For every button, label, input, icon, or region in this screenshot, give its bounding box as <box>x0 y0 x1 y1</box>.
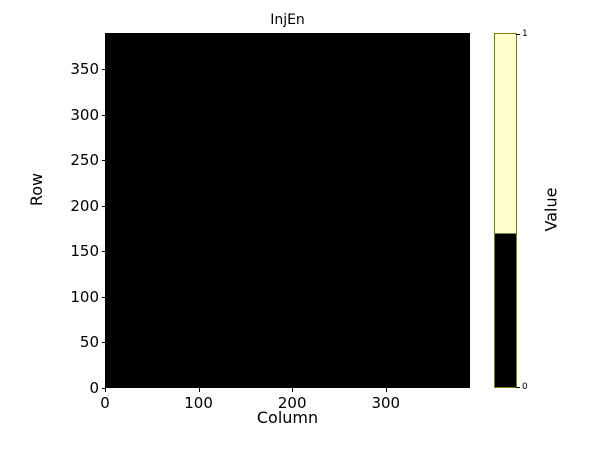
y-tick-mark <box>101 296 105 298</box>
colorbar-label: Value <box>541 187 561 232</box>
x-tick-mark <box>198 388 200 392</box>
axis-spine-bottom <box>105 387 470 388</box>
y-tick-mark <box>101 114 105 116</box>
x-tick-label: 0 <box>100 394 110 412</box>
y-tick-label: 250 <box>70 151 99 170</box>
y-tick-label: 0 <box>89 379 99 397</box>
y-tick-mark <box>101 342 105 344</box>
x-axis-label: Column <box>256 408 319 427</box>
colorbar-tick-mark <box>516 34 520 35</box>
y-tick-label: 200 <box>70 196 99 215</box>
y-tick-label: 300 <box>70 105 99 124</box>
y-tick-label: 100 <box>70 287 99 306</box>
x-tick-label: 300 <box>371 394 401 412</box>
y-tick-mark <box>101 251 105 253</box>
y-axis-label: Row <box>27 172 47 207</box>
x-tick-label: 200 <box>277 394 307 412</box>
colorbar-gradient <box>495 34 516 387</box>
heatmap-axes: 0 50 100 150 200 250 300 350 0 100 200 300 <box>70 33 470 412</box>
y-tick-mark <box>101 205 105 207</box>
x-tick-mark <box>105 388 106 392</box>
axis-spine-left <box>105 33 106 388</box>
y-tick-label: 50 <box>79 333 99 352</box>
axis-spine-top <box>105 33 470 34</box>
y-tick-mark <box>101 160 105 162</box>
x-tick-mark <box>385 388 387 392</box>
y-tick-label: 350 <box>70 60 99 79</box>
y-tick-label: 150 <box>70 242 99 261</box>
colorbar-tick-label: 0 <box>522 382 528 392</box>
axis-spine-right <box>469 33 470 388</box>
page-title: InjEn <box>270 12 305 28</box>
colorbar-tick-label: 1 <box>522 29 528 39</box>
x-tick-label: 100 <box>184 394 213 412</box>
y-tick-mark <box>101 388 105 389</box>
x-tick-mark <box>292 388 294 392</box>
heatmap-image <box>105 33 470 388</box>
y-tick-mark <box>101 69 105 71</box>
colorbar-tick-mark <box>516 387 520 388</box>
